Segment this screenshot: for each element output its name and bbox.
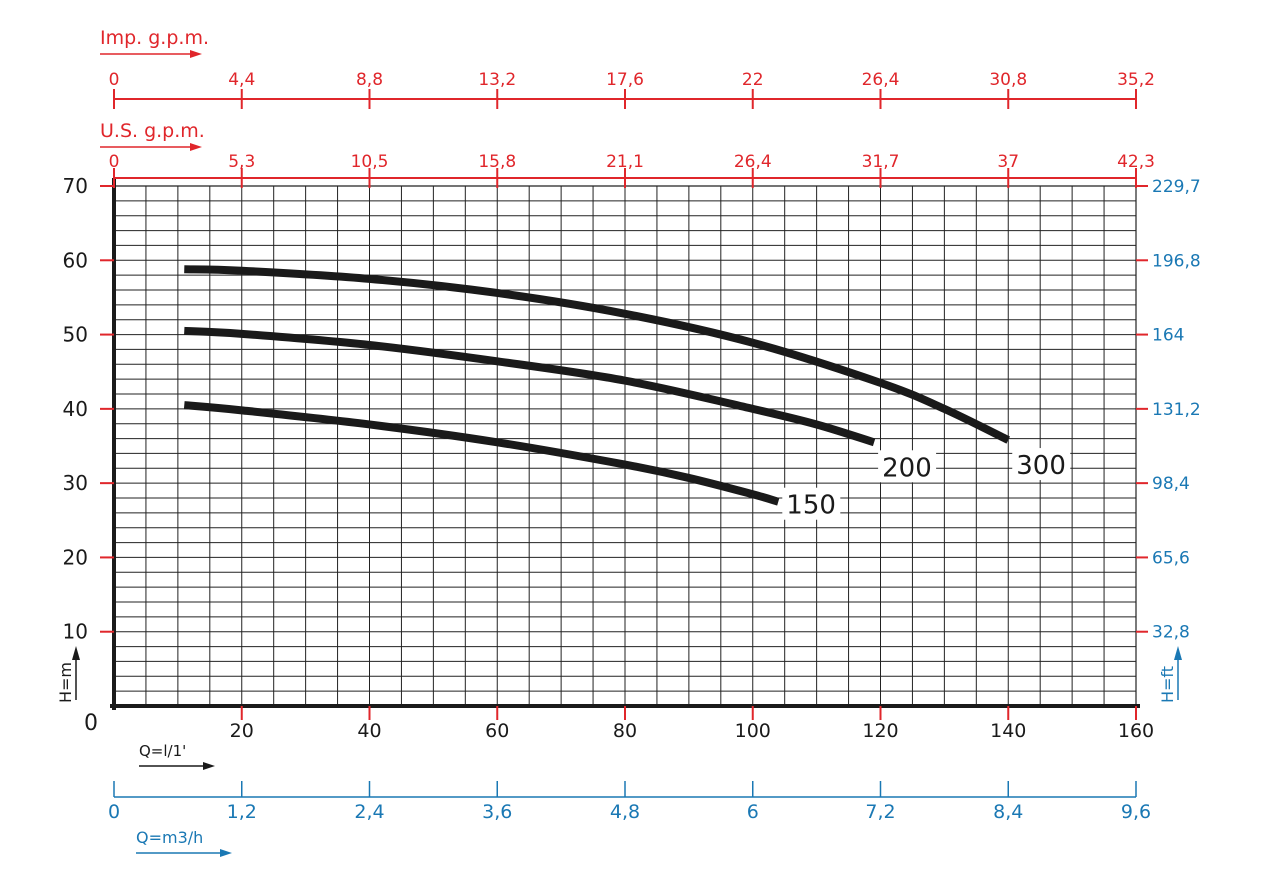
us-gpm-tick-label: 0 xyxy=(109,152,120,172)
curve-label-bg xyxy=(1012,448,1071,481)
y-tick-label: 40 xyxy=(63,397,88,421)
right-unit-label: H=ft xyxy=(1158,666,1177,703)
us-gpm-tick-label: 5,3 xyxy=(228,152,255,172)
axis-labels: 01020304050607032,865,698,4131,2164196,8… xyxy=(56,27,1201,857)
m3h-tick-label: 0 xyxy=(108,801,120,823)
us-gpm-tick-label: 26,4 xyxy=(734,152,772,172)
m3h-tick-label: 8,4 xyxy=(993,801,1023,823)
right-tick-label: 229,7 xyxy=(1152,177,1201,197)
y-tick-label: 60 xyxy=(63,248,88,272)
us-gpm-unit-label: U.S. g.p.m. xyxy=(100,120,205,142)
x-tick-label: 140 xyxy=(990,720,1026,742)
us-gpm-tick-label: 37 xyxy=(997,152,1019,172)
right-tick-label: 164 xyxy=(1152,326,1184,346)
y-tick-label: 30 xyxy=(63,471,88,495)
curve-label-200: 200 xyxy=(882,453,932,483)
x-tick-label: 160 xyxy=(1118,720,1154,742)
m3h-tick-label: 3,6 xyxy=(482,801,512,823)
x-unit-label-arrow-head xyxy=(203,762,215,770)
curve-200 xyxy=(184,326,876,447)
curve-300 xyxy=(184,265,1011,444)
right-tick-label: 65,6 xyxy=(1152,548,1190,568)
curve-label-bg xyxy=(878,450,937,483)
imp-gpm-tick-label: 4,4 xyxy=(228,70,255,90)
imp-gpm-tick-label: 17,6 xyxy=(606,70,644,90)
x-tick-label: 60 xyxy=(485,720,509,742)
us-gpm-tick-label: 42,3 xyxy=(1117,152,1155,172)
y-tick-label: 20 xyxy=(63,545,88,569)
x-tick-label: 80 xyxy=(613,720,637,742)
curve-150 xyxy=(183,401,780,506)
y-tick-label: 0 xyxy=(84,711,98,736)
y-unit-label-arrow-head xyxy=(72,646,80,660)
curve-label-300: 300 xyxy=(1016,451,1066,481)
imp-gpm-tick-label: 35,2 xyxy=(1117,70,1155,90)
y-tick-label: 50 xyxy=(63,323,88,347)
performance-curves xyxy=(183,265,1011,506)
imp-gpm-tick-label: 30,8 xyxy=(989,70,1027,90)
imp-gpm-tick-label: 0 xyxy=(109,70,120,90)
imp-gpm-tick-label: 22 xyxy=(742,70,764,90)
y-tick-label: 10 xyxy=(63,620,88,644)
grid-lines xyxy=(114,185,1137,706)
m3h-tick-label: 4,8 xyxy=(610,801,640,823)
imp-gpm-unit-label: Imp. g.p.m. xyxy=(100,27,209,49)
right-tick-label: 196,8 xyxy=(1152,251,1201,271)
right-tick-label: 98,4 xyxy=(1152,474,1190,494)
right-tick-label: 32,8 xyxy=(1152,623,1190,643)
m3h-tick-label: 1,2 xyxy=(227,801,257,823)
m3h-tick-label: 6 xyxy=(747,801,759,823)
m3h-tick-label: 2,4 xyxy=(354,801,384,823)
right-unit-label-arrow-head xyxy=(1174,646,1182,660)
us-gpm-unit-label-arrow-head xyxy=(190,143,202,151)
x-tick-label: 20 xyxy=(230,720,254,742)
us-gpm-tick-label: 10,5 xyxy=(351,152,389,172)
m3h-unit-label-arrow-head xyxy=(220,849,232,857)
imp-gpm-unit-label-arrow-head xyxy=(190,50,202,58)
right-tick-label: 131,2 xyxy=(1152,400,1201,420)
m3h-tick-label: 7,2 xyxy=(865,801,895,823)
us-gpm-tick-label: 21,1 xyxy=(606,152,644,172)
curve-label-150: 150 xyxy=(786,491,836,521)
x-tick-label: 120 xyxy=(862,720,898,742)
x-tick-label: 100 xyxy=(735,720,771,742)
imp-gpm-tick-label: 8,8 xyxy=(356,70,383,90)
us-gpm-tick-label: 15,8 xyxy=(478,152,516,172)
curve-label-bg xyxy=(782,487,841,520)
m3h-unit-label: Q=m3/h xyxy=(136,828,203,847)
imp-gpm-tick-label: 13,2 xyxy=(478,70,516,90)
us-gpm-tick-label: 31,7 xyxy=(862,152,900,172)
x-unit-label: Q=l/1' xyxy=(139,742,186,760)
m3h-tick-label: 9,6 xyxy=(1121,801,1151,823)
imp-gpm-tick-label: 26,4 xyxy=(862,70,900,90)
axes xyxy=(100,89,1148,798)
x-tick-label: 40 xyxy=(357,720,381,742)
y-unit-label: H=m xyxy=(56,662,75,703)
y-tick-label: 70 xyxy=(63,174,88,198)
